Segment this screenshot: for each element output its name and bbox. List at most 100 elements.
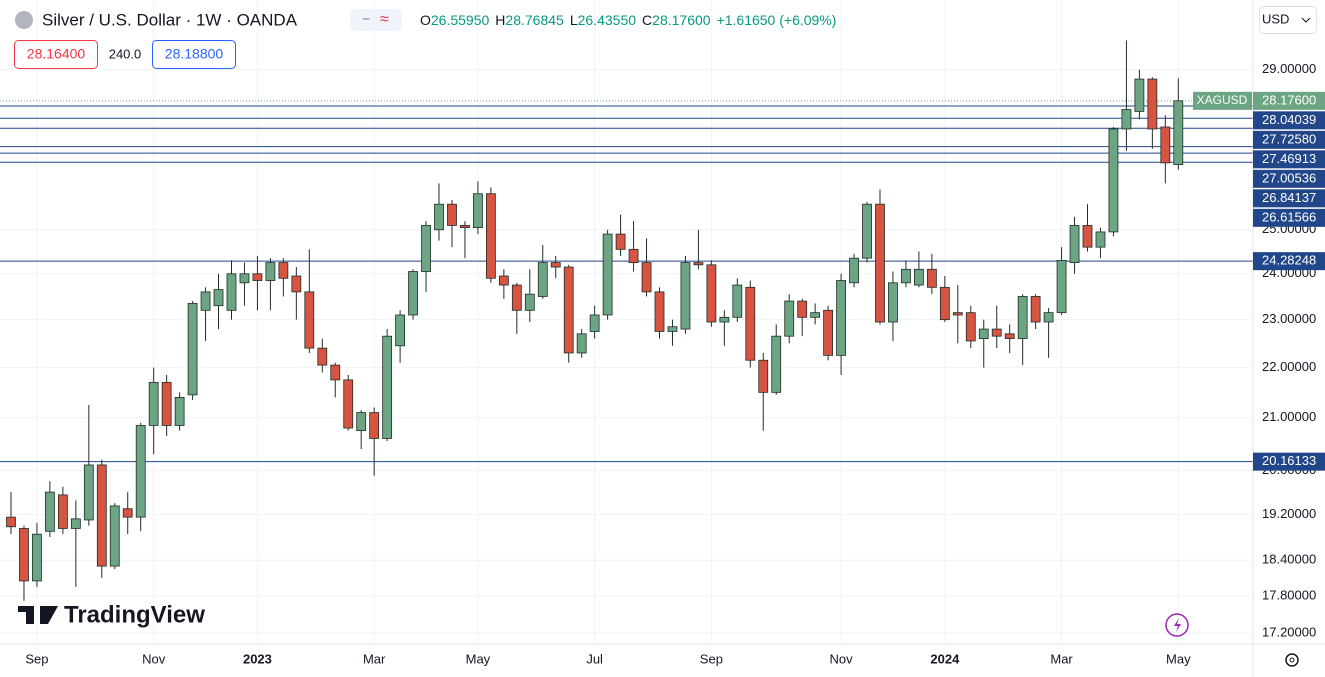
level-label-box	[1253, 111, 1325, 130]
ohlc-value: 26.43550	[578, 12, 637, 28]
level-label: 27.72580	[1262, 131, 1316, 146]
level-label: 20.16133	[1262, 453, 1316, 468]
candle-body	[978, 328, 989, 339]
last-price-label: 28.17600	[1262, 92, 1316, 107]
ohlc-legend: O26.55950 H28.76845 L26.43550 C28.17600 +1.6…	[420, 12, 836, 28]
grid	[0, 0, 1253, 643]
ohlc-value: 26.55950	[431, 12, 490, 28]
x-tick-label: Mar	[363, 651, 386, 666]
candle-body	[1056, 259, 1067, 314]
candle-body	[1069, 225, 1080, 263]
currency-button[interactable]	[1259, 6, 1317, 34]
candle-body	[434, 203, 444, 231]
candle-body	[148, 381, 159, 426]
wave-icon: ≈	[380, 11, 389, 28]
candle-body	[343, 379, 354, 429]
candle-body	[1160, 126, 1171, 164]
candle-body	[57, 494, 68, 529]
candle-body	[901, 268, 911, 284]
y-tick-label: 23.00000	[1262, 311, 1316, 326]
candle-body	[939, 286, 950, 321]
candle-body	[602, 233, 613, 316]
candle-body	[849, 257, 859, 284]
ohlc-key: L	[570, 12, 578, 28]
candle-body	[654, 291, 665, 332]
candle-body	[758, 359, 769, 393]
brand-name: TradingView	[64, 601, 205, 628]
candle-body	[888, 282, 898, 323]
ohlc-value: 28.17600	[652, 12, 711, 28]
news-button[interactable]	[1165, 613, 1189, 637]
candle-body	[395, 314, 406, 347]
candles	[6, 40, 1184, 601]
spread: 240.0	[109, 46, 142, 61]
y-tick-label: 19.20000	[1262, 506, 1316, 521]
x-tick-label: May	[466, 651, 491, 666]
candle-body	[382, 335, 393, 439]
x-tick-label: 2024	[930, 651, 960, 666]
candle-body	[122, 508, 133, 518]
candle-body	[628, 248, 639, 263]
candle-body	[135, 425, 146, 518]
candle-body	[745, 286, 756, 361]
candle-body	[836, 280, 846, 356]
level-label-box	[1253, 150, 1325, 169]
candle-body	[952, 312, 963, 316]
candle-body	[6, 516, 16, 528]
candle-body	[460, 225, 470, 229]
candle-body	[1173, 100, 1184, 165]
candle-body	[421, 225, 431, 272]
x-tick-label: Sep	[25, 651, 48, 666]
compare-buttons[interactable]	[350, 9, 402, 31]
ohlc-key: O	[420, 12, 431, 28]
candle-body	[706, 264, 717, 323]
candle-body	[615, 233, 626, 250]
chart-title[interactable]: Silver / U.S. Dollar · 1W · OANDA	[42, 10, 298, 29]
candle-body	[732, 284, 743, 318]
settings-button[interactable]	[1285, 653, 1299, 667]
candle-body	[356, 412, 367, 432]
candle-body	[1108, 128, 1119, 233]
level-label-box	[1253, 252, 1325, 271]
candle-body	[784, 300, 795, 337]
candle-body	[408, 271, 418, 316]
candle-body	[563, 266, 574, 354]
lightning-icon	[1174, 618, 1181, 632]
x-tick-label: Jul	[586, 651, 603, 666]
candle-body	[641, 262, 652, 293]
candle-body	[576, 333, 587, 354]
candle-body	[291, 275, 302, 293]
candle-body	[667, 326, 678, 332]
candle-body	[45, 491, 55, 532]
buy-button[interactable]	[152, 40, 236, 69]
candle-body	[369, 412, 380, 439]
candle-body	[862, 203, 872, 259]
level-label: 24.28248	[1262, 253, 1316, 268]
candle-body	[1030, 296, 1041, 323]
level-label-box	[1253, 130, 1325, 149]
candle-body	[1082, 225, 1093, 248]
candle-body	[109, 505, 120, 567]
candle-body	[797, 300, 808, 318]
last-price-box	[1253, 91, 1325, 110]
x-tick-label: May	[1166, 651, 1191, 666]
x-tick-label: Sep	[700, 651, 723, 666]
candle-body	[524, 293, 535, 311]
level-label-box	[1253, 208, 1325, 227]
y-tick-label: 29.00000	[1262, 61, 1316, 76]
change: +1.61650 (+6.09%)	[717, 12, 837, 28]
candle-body	[200, 291, 211, 311]
candle-body	[485, 193, 496, 279]
symbol-label: XAGUSD	[1197, 93, 1248, 107]
candle-body	[693, 262, 704, 266]
level-label-box	[1253, 189, 1325, 208]
candle-body	[810, 312, 821, 318]
candle-body	[265, 262, 276, 281]
symbol-box	[1193, 91, 1252, 110]
candle-body	[70, 518, 81, 529]
candle-body	[1017, 296, 1028, 339]
x-tick-label: 2023	[243, 651, 272, 666]
level-label: 27.46913	[1262, 151, 1316, 166]
sell-button[interactable]	[14, 40, 98, 69]
